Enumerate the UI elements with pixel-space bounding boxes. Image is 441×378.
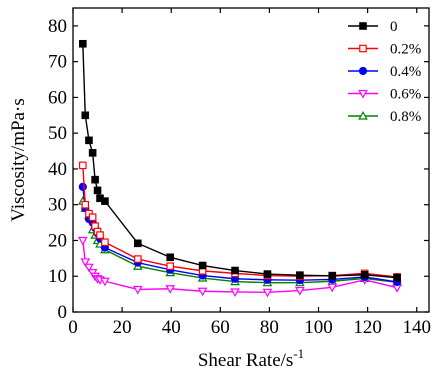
- data-point: [101, 238, 109, 247]
- data-point: [81, 200, 90, 209]
- y-axis-title: Viscosity/mPa·s: [8, 98, 29, 221]
- x-tick-label: 0: [68, 317, 78, 338]
- x-axis-title-superscript: -1: [293, 346, 304, 361]
- x-axis-title: Shear Rate/s-1: [198, 346, 304, 371]
- data-point: [85, 136, 93, 145]
- data-point: [79, 39, 87, 48]
- data-point: [327, 283, 338, 293]
- series-line: [82, 43, 398, 279]
- data-point: [134, 255, 142, 263]
- series-1: [79, 161, 401, 281]
- data-point: [134, 239, 142, 248]
- y-tick-label: 10: [48, 266, 67, 287]
- legend-item: 0.2%: [348, 42, 421, 58]
- series-layer: [77, 39, 402, 298]
- y-tick-label: 20: [48, 230, 67, 251]
- data-point: [230, 288, 240, 298]
- legend-label: 0.2%: [390, 42, 421, 58]
- y-tick-label: 80: [48, 16, 67, 37]
- series-4: [77, 196, 402, 287]
- x-tick-label: 60: [211, 317, 230, 338]
- legend-label: 0.8%: [390, 109, 421, 125]
- series-line: [82, 240, 398, 294]
- data-point: [91, 175, 99, 184]
- data-point: [88, 149, 97, 157]
- legend-label: 0: [390, 19, 398, 35]
- data-point: [81, 111, 90, 120]
- data-point: [296, 271, 304, 279]
- data-point: [358, 66, 368, 76]
- data-point: [165, 285, 176, 294]
- data-point: [358, 110, 368, 120]
- data-point: [101, 197, 109, 205]
- data-point: [198, 261, 207, 270]
- data-point: [295, 286, 305, 296]
- axis-ticks: 0 20 40 60 80 100 120 140 0 10 20 30 40 50 60 70 80: [48, 8, 431, 338]
- x-tick-label: 20: [113, 317, 132, 338]
- legend: 0 0.2% 0.4% 0.6% 0.8%: [348, 19, 421, 125]
- data-point: [231, 266, 239, 275]
- y-tick-label: 50: [48, 123, 67, 144]
- x-tick-label: 140: [402, 317, 431, 338]
- series-2: [78, 182, 402, 287]
- y-tick-label: 40: [48, 159, 67, 180]
- data-point: [197, 287, 208, 297]
- data-point: [96, 231, 104, 239]
- data-point: [393, 273, 401, 282]
- legend-label: 0.4%: [390, 64, 421, 80]
- data-point: [80, 258, 91, 267]
- legend-item: 0.8%: [348, 109, 421, 125]
- legend-item: 0.6%: [348, 87, 421, 103]
- data-point: [328, 272, 337, 280]
- data-point: [79, 161, 87, 170]
- data-point: [359, 44, 367, 53]
- data-point: [358, 89, 368, 99]
- data-point: [88, 213, 97, 222]
- x-tick-label: 80: [260, 317, 279, 338]
- y-tick-label: 70: [48, 52, 67, 73]
- y-tick-label: 0: [58, 302, 68, 323]
- x-tick-label: 40: [162, 317, 181, 338]
- legend-item: 0.4%: [348, 64, 421, 80]
- data-point: [93, 186, 102, 195]
- series-3: [77, 236, 402, 298]
- data-point: [100, 277, 110, 287]
- y-tick-label: 30: [48, 195, 67, 216]
- legend-item: 0: [348, 19, 398, 35]
- data-point: [132, 285, 143, 295]
- legend-label: 0.6%: [390, 87, 421, 103]
- data-point: [359, 22, 367, 30]
- x-axis-title-text: Shear Rate/s: [198, 350, 294, 371]
- data-point: [166, 262, 175, 271]
- x-tick-label: 120: [353, 317, 382, 338]
- data-point: [77, 236, 88, 246]
- y-tick-label: 60: [48, 87, 67, 108]
- data-point: [262, 288, 273, 298]
- data-point: [78, 182, 87, 191]
- data-point: [166, 253, 175, 262]
- data-point: [84, 263, 94, 273]
- x-tick-label: 100: [304, 317, 333, 338]
- data-point: [263, 270, 272, 278]
- plot-frame: [72, 7, 430, 313]
- series-line: [82, 165, 398, 278]
- data-point: [360, 271, 369, 279]
- series-0: [79, 39, 401, 282]
